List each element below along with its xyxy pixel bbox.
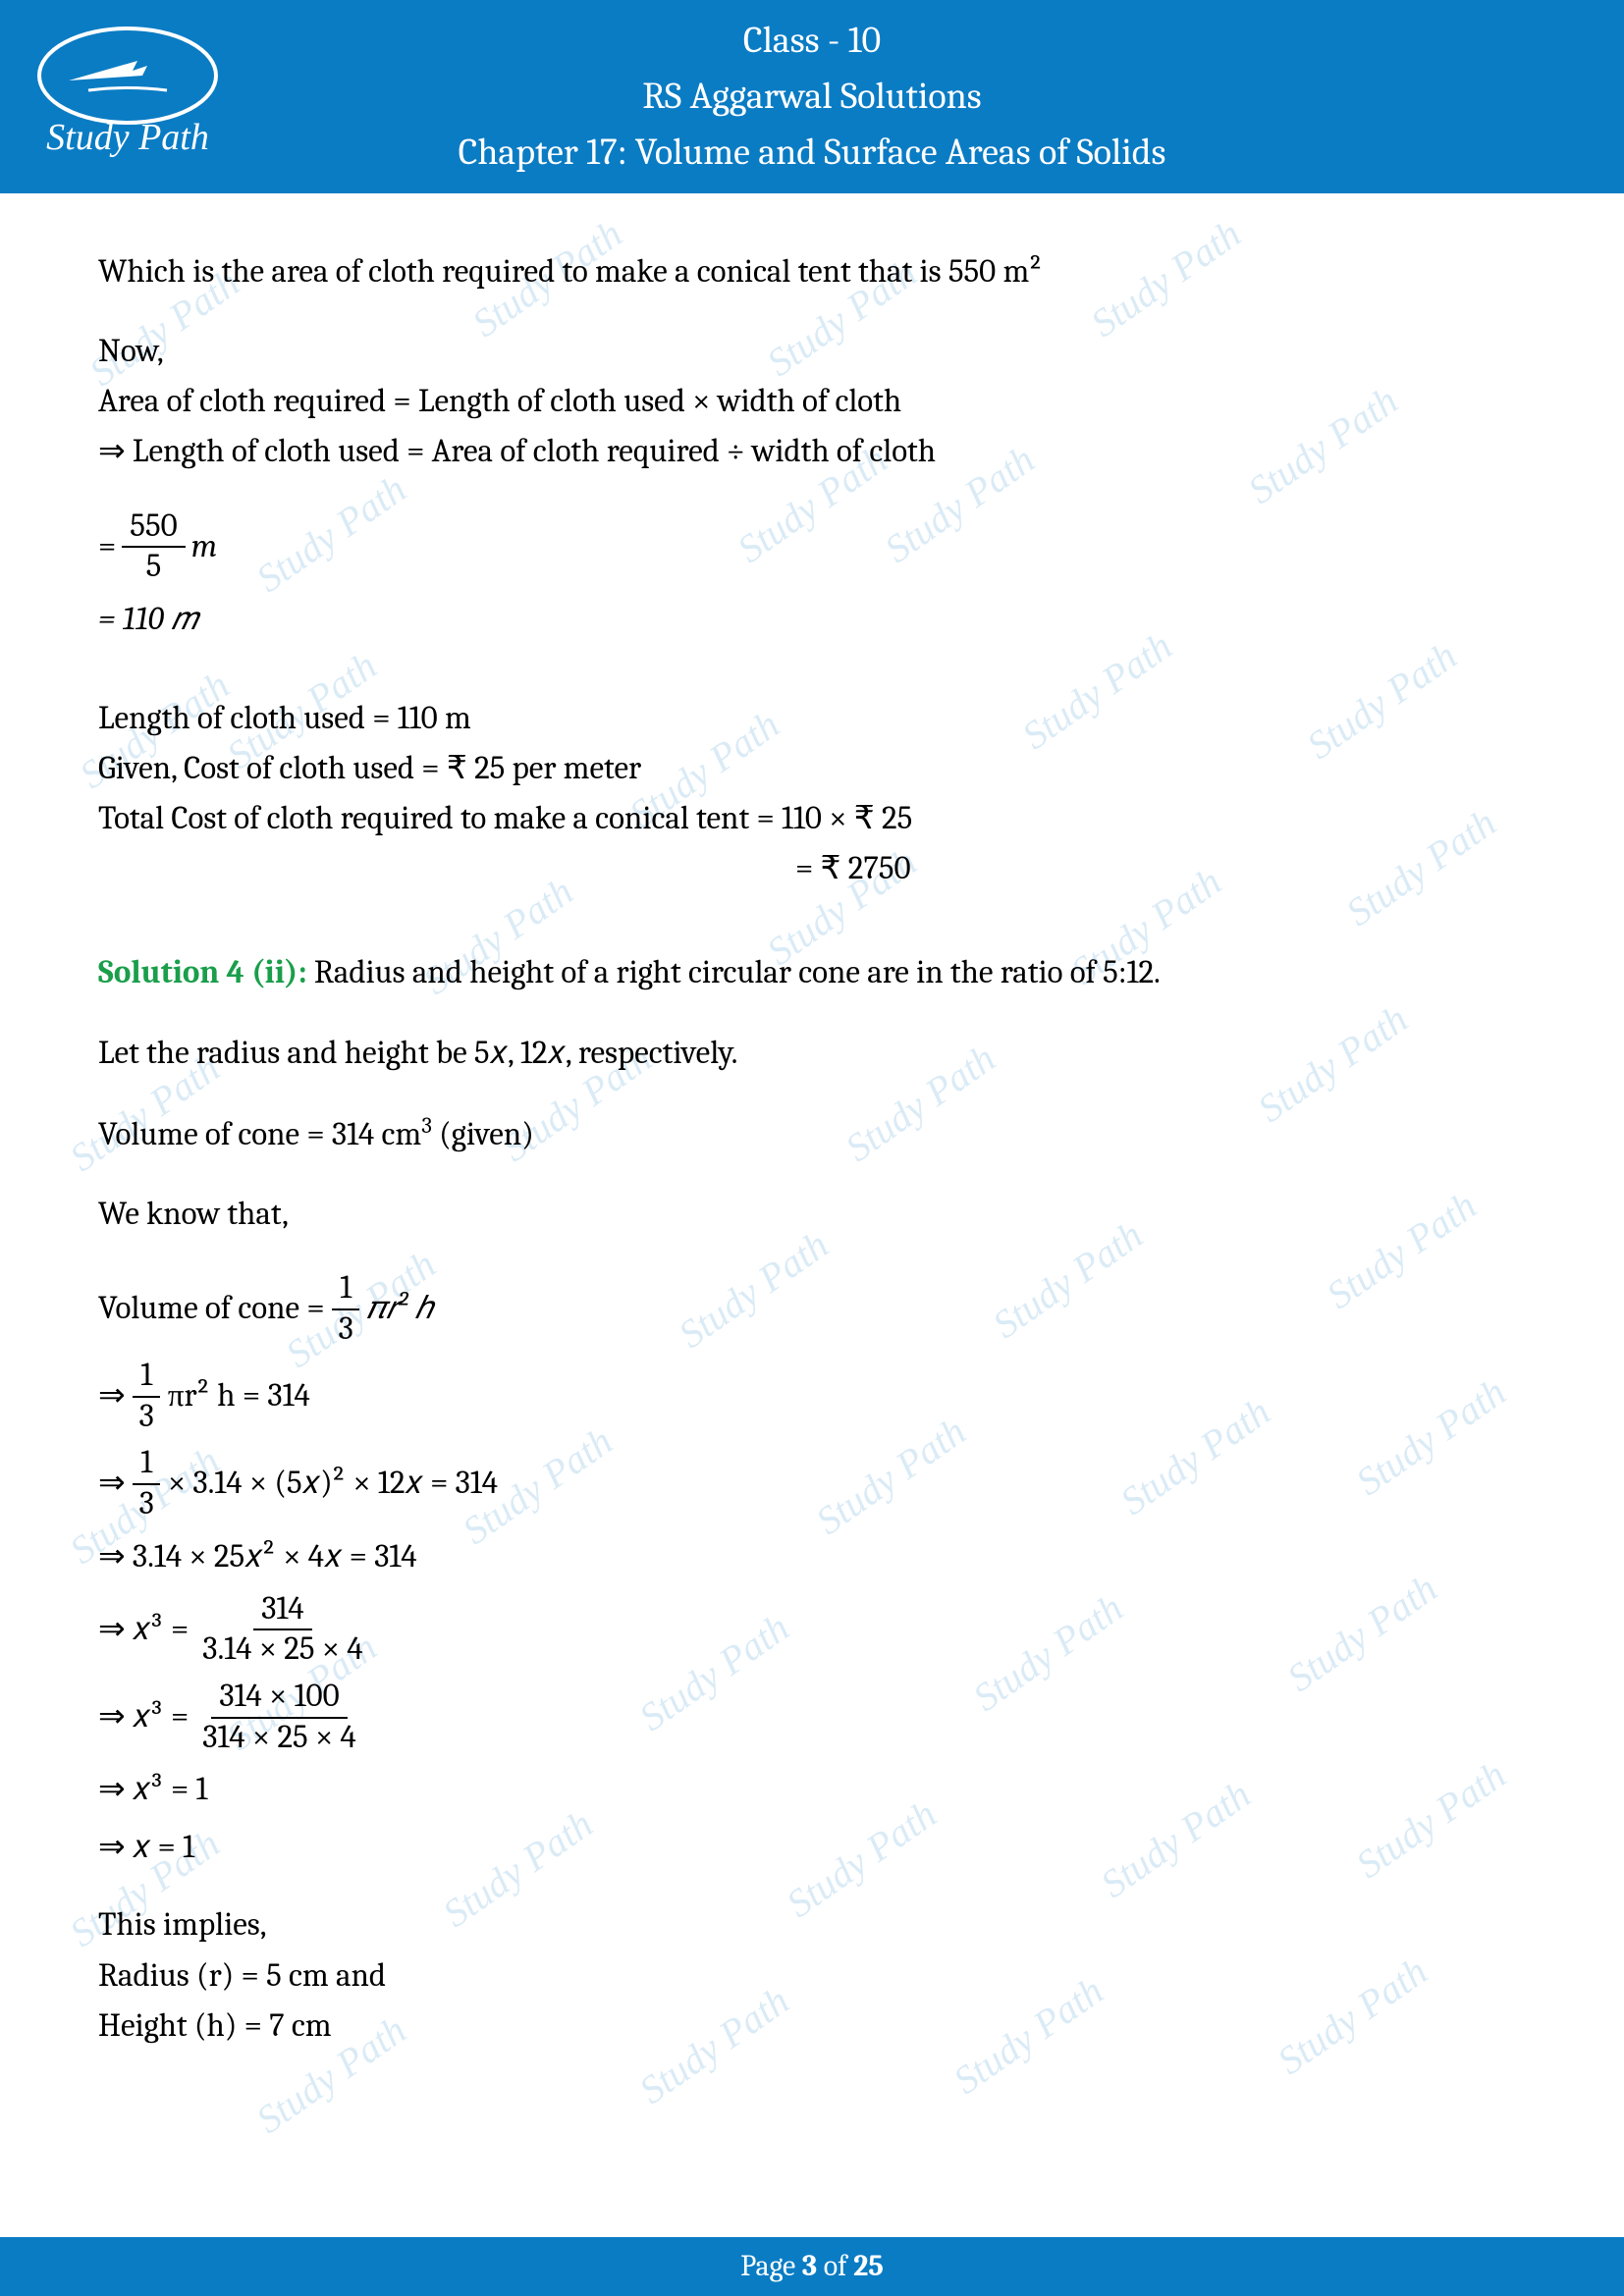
this-implies: This implies,: [98, 1900, 1526, 1950]
step5: ⇒ 𝑥³ = 314 × 100 314 × 25 × 4: [98, 1678, 1526, 1757]
fraction-550-5: = 550 5 m: [98, 507, 1526, 587]
step3: ⇒ 3.14 × 25𝑥² × 4𝑥 = 314: [98, 1532, 1526, 1582]
pi-r2-h: 𝜋𝑟² ℎ: [367, 1284, 433, 1334]
page-footer: Page 3 of 25: [0, 2237, 1624, 2296]
vol-given-end: (given): [432, 1116, 534, 1153]
study-path-logo: Study Path: [29, 22, 226, 173]
total-cost: Total Cost of cloth required to make a c…: [98, 794, 1526, 844]
class-line: Class - 10: [0, 13, 1624, 69]
denominator: 3.14 × 25 × 4: [194, 1630, 370, 1670]
denominator: 3: [132, 1485, 162, 1524]
numerator: 1: [133, 1357, 160, 1398]
step2: ⇒ 1 3 × 3.14 × (5𝑥)² × 12𝑥 = 314: [98, 1444, 1526, 1523]
now-label: Now,: [98, 327, 1526, 377]
we-know: We know that,: [98, 1190, 1526, 1240]
numerator: 314 × 100: [211, 1678, 347, 1719]
vol-given-text: Volume of cone = 314 cm: [98, 1116, 421, 1153]
logo-svg: Study Path: [29, 22, 226, 169]
numerator: 314: [253, 1590, 311, 1631]
step7: ⇒ 𝑥 = 1: [98, 1823, 1526, 1873]
numerator: 550: [122, 507, 185, 549]
total-cost-result: = ₹ 2750: [98, 844, 1526, 894]
logo-text: Study Path: [46, 117, 209, 158]
fraction-1-3: 1 3: [132, 1357, 162, 1436]
page-header: Study Path Class - 10 RS Aggarwal Soluti…: [0, 0, 1624, 193]
solution-label: Solution 4 (ii):: [98, 954, 314, 991]
radius-result: Radius (r) = 5 cm and: [98, 1951, 1526, 2002]
page-number: 3: [802, 2249, 817, 2283]
denominator: 3: [331, 1310, 361, 1350]
page-mid: of: [817, 2249, 853, 2283]
vol-formula-prefix: Volume of cone =: [98, 1284, 325, 1334]
fraction-step5: 314 × 100 314 × 25 × 4: [194, 1678, 364, 1757]
denominator: 3: [132, 1398, 162, 1437]
solution-intro: Radius and height of a right circular co…: [314, 954, 1161, 991]
page-content: Which is the area of cloth required to m…: [0, 193, 1624, 2052]
page-prefix: Page: [740, 2249, 802, 2283]
unit-m: m: [191, 522, 217, 572]
volume-formula: Volume of cone = 1 3 𝜋𝑟² ℎ: [98, 1269, 1526, 1349]
height-result: Height (h) = 7 cm: [98, 2002, 1526, 2052]
step6: ⇒ 𝑥³ = 1: [98, 1765, 1526, 1815]
numerator: 1: [133, 1444, 160, 1485]
fraction: 550 5: [122, 507, 185, 587]
header-text-block: Class - 10 RS Aggarwal Solutions Chapter…: [0, 13, 1624, 181]
let-line: Let the radius and height be 5𝑥, 12𝑥, re…: [98, 1029, 1526, 1079]
denominator: 5: [138, 548, 170, 587]
page-total: 25: [853, 2249, 884, 2283]
step5-prefix: ⇒ 𝑥³ =: [98, 1692, 189, 1742]
length-equation: ⇒ Length of cloth used = Area of cloth r…: [98, 427, 1526, 477]
vol-given-sup: 3: [421, 1112, 432, 1139]
numerator: 1: [332, 1269, 359, 1310]
eq-sign: =: [98, 522, 116, 572]
area-equation: Area of cloth required = Length of cloth…: [98, 377, 1526, 427]
step1-mid: πr² h = 314: [168, 1371, 310, 1421]
fraction-step4: 314 3.14 × 25 × 4: [194, 1590, 370, 1670]
volume-given: Volume of cone = 314 cm3 (given): [98, 1108, 1526, 1160]
result-110m: = 110 𝑚: [98, 595, 1526, 645]
step4-prefix: ⇒ 𝑥³ =: [98, 1605, 189, 1655]
denominator: 314 × 25 × 4: [194, 1719, 364, 1758]
step1: ⇒ 1 3 πr² h = 314: [98, 1357, 1526, 1436]
book-line: RS Aggarwal Solutions: [0, 69, 1624, 125]
chapter-line: Chapter 17: Volume and Surface Areas of …: [0, 125, 1624, 181]
implies-arrow: ⇒: [98, 1371, 126, 1421]
length-result: Length of cloth used = 110 m: [98, 694, 1526, 744]
intro-line: Which is the area of cloth required to m…: [98, 247, 1526, 297]
cost-given: Given, Cost of cloth used = ₹ 25 per met…: [98, 744, 1526, 794]
solution-4ii: Solution 4 (ii): Radius and height of a …: [98, 948, 1526, 998]
step2-mid: × 3.14 × (5𝑥)² × 12𝑥 = 314: [168, 1459, 498, 1509]
step4: ⇒ 𝑥³ = 314 3.14 × 25 × 4: [98, 1590, 1526, 1670]
fraction-1-3: 1 3: [132, 1444, 162, 1523]
implies-arrow: ⇒: [98, 1459, 126, 1509]
fraction-1-3: 1 3: [331, 1269, 361, 1349]
